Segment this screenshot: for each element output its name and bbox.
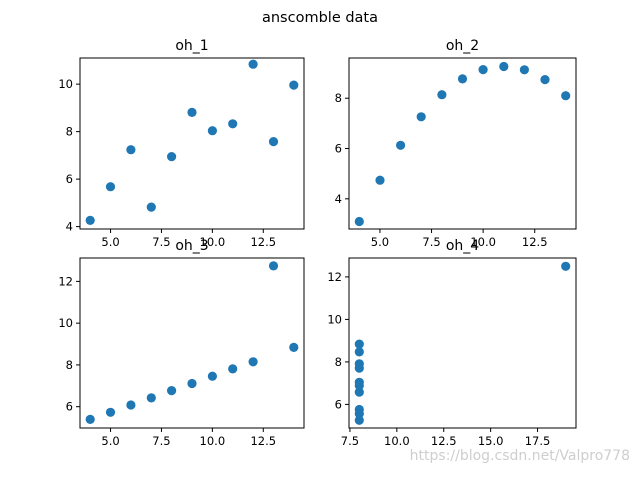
y-tick-label: 8 bbox=[66, 125, 73, 139]
y-tick-label: 6 bbox=[66, 172, 73, 186]
scatter-point bbox=[540, 75, 550, 85]
x-tick-label: 7.5 bbox=[422, 235, 440, 249]
y-tick-label: 12 bbox=[58, 274, 73, 288]
x-tick-label: 5.0 bbox=[371, 235, 389, 249]
scatter-point bbox=[561, 261, 571, 271]
y-tick-label: 6 bbox=[66, 400, 73, 414]
scatter-point bbox=[126, 400, 136, 410]
scatter-point bbox=[354, 216, 364, 227]
scatter-point bbox=[437, 90, 447, 100]
y-tick-label: 4 bbox=[335, 192, 342, 206]
x-tick-label: 7.5 bbox=[341, 434, 359, 448]
scatter-point bbox=[268, 261, 279, 271]
scatter-point bbox=[105, 407, 116, 417]
scatter-point bbox=[354, 347, 364, 357]
x-tick-label: 5.0 bbox=[101, 235, 119, 249]
y-tick-label: 10 bbox=[58, 77, 73, 91]
x-tick-label: 10.0 bbox=[200, 434, 226, 448]
y-tick-label: 10 bbox=[58, 316, 73, 330]
scatter-point bbox=[146, 393, 156, 403]
y-tick-label: 4 bbox=[66, 220, 73, 234]
watermark: https://blog.csdn.net/Valpro778 bbox=[409, 448, 630, 464]
scatter-point bbox=[354, 415, 364, 425]
scatter-point bbox=[228, 119, 238, 129]
x-tick-label: 5.0 bbox=[101, 434, 119, 448]
scatter-point bbox=[248, 357, 258, 367]
subplot-title: oh_3 bbox=[175, 238, 208, 254]
x-tick-label: 10.0 bbox=[470, 235, 496, 249]
x-tick-label: 10.0 bbox=[200, 235, 226, 249]
y-tick-label: 8 bbox=[335, 91, 342, 105]
y-tick-label: 6 bbox=[335, 142, 342, 156]
x-tick-label: 12.5 bbox=[250, 434, 276, 448]
y-tick-label: 8 bbox=[335, 355, 342, 369]
scatter-point bbox=[354, 380, 364, 391]
scatter-point bbox=[167, 386, 177, 396]
subplot-title: oh_1 bbox=[175, 38, 208, 54]
subplot-oh_3: 5.0 7.5 10.0 12.5 6 8 10 12 oh_3 bbox=[58, 238, 305, 448]
x-tick-label: 10.0 bbox=[384, 434, 410, 448]
figure-suptitle: anscomble data bbox=[262, 10, 378, 26]
scatter-point bbox=[396, 140, 406, 150]
scatter-point bbox=[85, 215, 95, 225]
scatter-point bbox=[207, 371, 217, 381]
scatter-point bbox=[354, 409, 364, 419]
scatter-point bbox=[519, 65, 530, 75]
subplot-oh_1: 5.0 7.5 10.0 12.5 4 6 8 10 oh_1 bbox=[58, 38, 305, 249]
x-tick-label: 7.5 bbox=[152, 235, 170, 249]
x-tick-label: 17.5 bbox=[525, 434, 551, 448]
scatter-point bbox=[289, 342, 299, 352]
scatter-point bbox=[354, 387, 364, 397]
x-tick-label: 7.5 bbox=[152, 434, 170, 448]
axes-frame bbox=[348, 257, 577, 429]
subplot-title: oh_2 bbox=[446, 38, 479, 54]
scatter-point bbox=[561, 91, 571, 101]
scatter-point bbox=[207, 126, 217, 136]
subplot-title: oh_4 bbox=[446, 238, 479, 254]
scatter-point bbox=[167, 152, 177, 162]
y-tick-label: 10 bbox=[327, 312, 342, 326]
x-tick-label: 12.5 bbox=[431, 434, 457, 448]
scatter-point bbox=[478, 65, 488, 75]
x-tick-label: 12.5 bbox=[522, 235, 548, 249]
scatter-point bbox=[499, 61, 509, 72]
axes-frame bbox=[79, 257, 305, 429]
scatter-point bbox=[354, 359, 364, 369]
subplot-oh_4: 7.5 10.0 12.5 15.0 17.5 6 8 10 12 oh_4 bbox=[327, 238, 577, 448]
scatter-point bbox=[146, 202, 156, 212]
axes-frame bbox=[348, 57, 577, 230]
scatter-point bbox=[228, 364, 238, 374]
y-tick-label: 6 bbox=[335, 397, 342, 411]
scatter-point bbox=[105, 182, 116, 192]
scatter-point bbox=[248, 59, 258, 69]
scatter-point bbox=[416, 112, 426, 122]
scatter-point bbox=[268, 137, 279, 147]
scatter-point bbox=[375, 175, 385, 185]
axes-frame bbox=[79, 57, 305, 230]
scatter-point bbox=[457, 74, 468, 84]
subplot-oh_2: 5.0 7.5 10.0 12.5 4 6 8 oh_2 bbox=[335, 38, 577, 249]
x-tick-label: 12.5 bbox=[250, 235, 276, 249]
scatter-point bbox=[187, 378, 197, 389]
scatter-point bbox=[289, 80, 299, 90]
x-tick-label: 15.0 bbox=[478, 434, 504, 448]
scatter-point bbox=[85, 414, 95, 424]
scatter-point bbox=[354, 339, 364, 349]
y-tick-label: 12 bbox=[327, 270, 342, 284]
scatter-point bbox=[126, 145, 136, 155]
y-tick-label: 8 bbox=[66, 358, 73, 372]
scatter-point bbox=[187, 107, 197, 117]
